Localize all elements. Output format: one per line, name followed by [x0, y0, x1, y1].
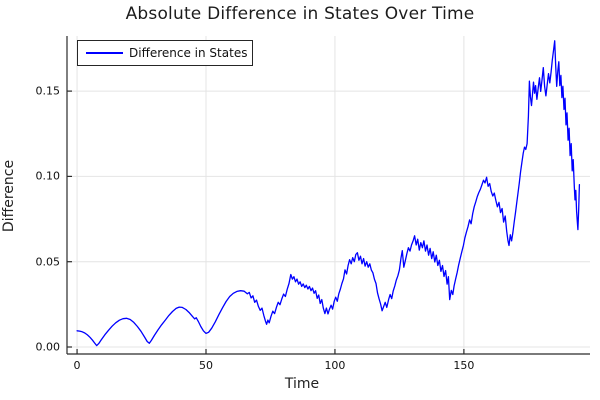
series-line-difference-in-states [76, 40, 581, 347]
x-axis-label: Time [284, 376, 320, 392]
y-tick-label: 0.00 [35, 340, 61, 354]
x-tick-label: 150 [453, 359, 475, 372]
legend-line-sample [86, 52, 123, 54]
y-tick-label: 0.15 [35, 84, 61, 98]
x-tick-label: 100 [324, 359, 346, 372]
legend-label: Difference in States [129, 46, 248, 60]
chart-title: Absolute Difference in States Over Time [125, 4, 475, 24]
legend: Difference in States [77, 40, 253, 66]
y-tick-label: 0.05 [35, 255, 61, 269]
y-tick-label: 0.10 [35, 169, 61, 183]
x-tick-label: 0 [73, 359, 81, 372]
x-tick-label: 50 [199, 359, 213, 372]
